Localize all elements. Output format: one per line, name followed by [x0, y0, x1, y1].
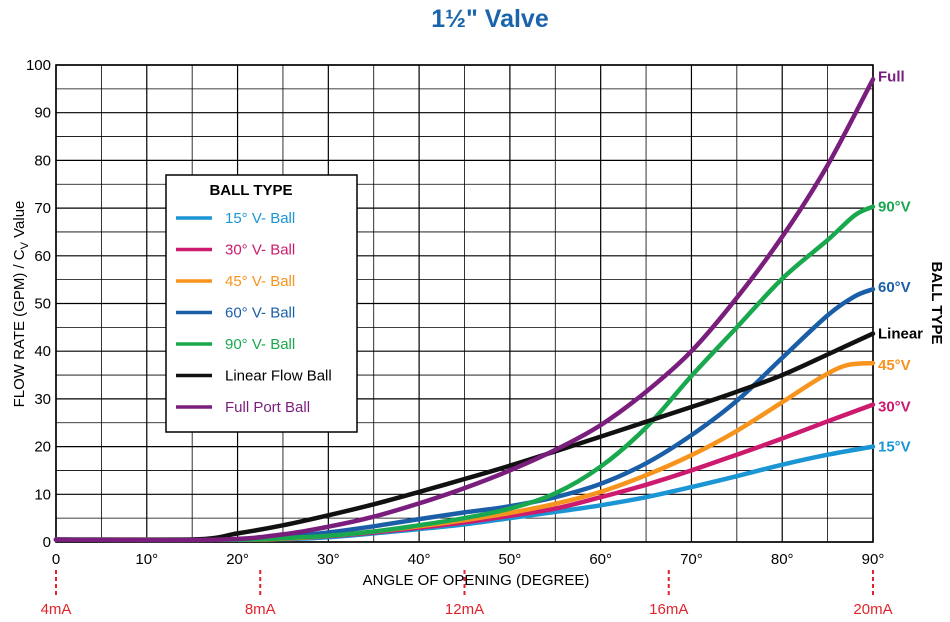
- y-tick-label: 70: [34, 200, 51, 217]
- y-axis-label-main: FLOW RATE (GPM) / C: [11, 249, 28, 407]
- x-tick-label: 50°: [499, 551, 522, 568]
- ma-marker-label: 16mA: [649, 601, 688, 618]
- x-tick-label: 40°: [408, 551, 431, 568]
- y-tick-label: 30: [34, 391, 51, 408]
- series-end-label: 30°V: [878, 399, 911, 416]
- right-axis-label: BALL TYPE: [928, 261, 945, 344]
- x-tick-label: 80°: [771, 551, 794, 568]
- ma-markers: 4mA 8mA 12mA 16mA 20mA: [41, 570, 893, 618]
- series-lines: [53, 77, 876, 543]
- y-tick-label: 40: [34, 343, 51, 360]
- x-tick-label: 30°: [317, 551, 340, 568]
- y-tick-label: 90: [34, 105, 51, 122]
- ma-marker-label: 8mA: [245, 601, 276, 618]
- x-axis-label: ANGLE OF OPENING (DEGREE): [363, 572, 590, 589]
- series-end-label: 60°V: [878, 279, 911, 296]
- legend-entry-label: Full Port Ball: [225, 399, 310, 416]
- y-tick-label: 0: [43, 534, 51, 551]
- y-axis-label-tail: Value: [11, 201, 28, 242]
- legend-entry-label: 90° V- Ball: [225, 336, 295, 353]
- series-line: [53, 77, 876, 543]
- y-axis-label: FLOW RATE (GPM) / CV Value: [11, 201, 31, 408]
- legend-entry-label: 60° V- Ball: [225, 305, 295, 322]
- series-end-label: Linear: [878, 326, 923, 343]
- y-tick-label: 20: [34, 439, 51, 456]
- x-tick-label: 90°: [862, 551, 885, 568]
- series-end-label: 15°V: [878, 439, 911, 456]
- legend-title: BALL TYPE: [209, 182, 292, 199]
- legend-entry-label: 45° V- Ball: [225, 273, 295, 290]
- y-tick-label: 100: [26, 57, 51, 74]
- y-tick-label: 80: [34, 152, 51, 169]
- series-line: [53, 204, 876, 542]
- series-end-label: 45°V: [878, 357, 911, 374]
- y-tick-label: 10: [34, 486, 51, 503]
- x-tick-label: 10°: [135, 551, 158, 568]
- series-end-label: Full: [878, 68, 905, 85]
- legend-entry-label: 15° V- Ball: [225, 210, 295, 227]
- x-tick-label: 60°: [589, 551, 612, 568]
- series-end-labels: 15°V 30°V 45°V 60°V 90°V Linear Full: [878, 68, 923, 455]
- y-axis-ticks: 0 10 20 30 40 50 60 70 80 90 100: [26, 57, 51, 551]
- legend-items: 15° V- Ball 30° V- Ball 45° V- Ball 60° V- …: [176, 210, 332, 416]
- ma-marker-label: 12mA: [445, 601, 484, 618]
- plot-frame: [55, 64, 874, 543]
- ma-marker-label: 4mA: [41, 601, 72, 618]
- y-tick-label: 50: [34, 296, 51, 313]
- y-axis-label-sub: V: [19, 241, 31, 249]
- x-tick-label: 0: [52, 551, 60, 568]
- series-line: [53, 331, 876, 543]
- x-tick-label: 70°: [680, 551, 703, 568]
- legend-entry-label: Linear Flow Ball: [225, 368, 332, 385]
- legend-entry-label: 30° V- Ball: [225, 242, 295, 259]
- ma-marker-label: 20mA: [853, 601, 892, 618]
- chart-title: 1½" Valve: [431, 5, 549, 33]
- x-tick-label: 20°: [226, 551, 249, 568]
- legend: BALL TYPE 15° V- Ball 30° V- Ball 45° V- B…: [165, 174, 358, 433]
- series-end-label: 90°V: [878, 199, 911, 216]
- grid: [55, 64, 874, 543]
- x-axis-ticks: 0 10° 20° 30° 40° 50° 60° 70° 80° 90°: [52, 551, 885, 568]
- y-tick-label: 60: [34, 248, 51, 265]
